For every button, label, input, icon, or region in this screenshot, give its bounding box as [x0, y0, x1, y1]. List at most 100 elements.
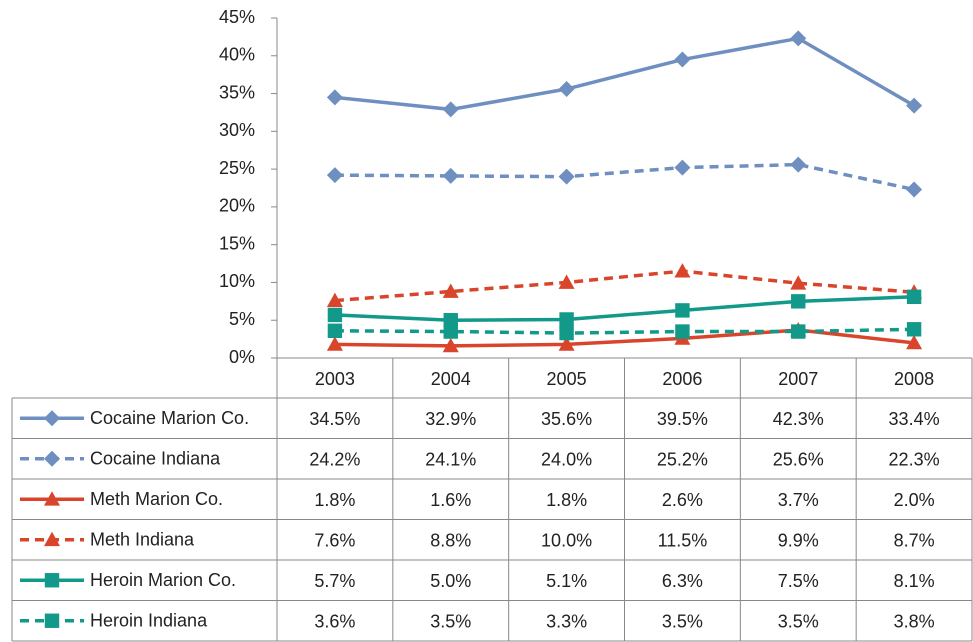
marker [443, 324, 458, 339]
legend-label: Meth Indiana [90, 530, 195, 550]
marker [790, 156, 807, 173]
value-label: 24.1% [425, 450, 476, 470]
value-label: 8.7% [894, 531, 935, 551]
legend-marker [44, 491, 60, 506]
series-line [334, 327, 915, 335]
marker [558, 81, 575, 98]
value-label: 42.3% [773, 409, 824, 429]
y-tick-label: 25% [219, 158, 255, 178]
value-label: 35.6% [541, 409, 592, 429]
value-label: 6.3% [662, 571, 703, 591]
value-label: 7.6% [314, 531, 355, 551]
value-label: 3.3% [546, 612, 587, 632]
legend-marker [44, 613, 60, 628]
marker [326, 292, 343, 307]
marker [790, 30, 807, 47]
marker [791, 294, 806, 309]
marker [675, 303, 690, 318]
marker [442, 167, 459, 184]
x-tick-label: 2003 [315, 369, 355, 389]
legend-label: Cocaine Marion Co. [90, 408, 249, 428]
legend-label: Cocaine Indiana [90, 449, 221, 469]
marker [906, 97, 923, 114]
marker [674, 51, 691, 68]
marker [674, 159, 691, 176]
value-label: 33.4% [889, 409, 940, 429]
marker [674, 263, 691, 278]
value-label: 34.5% [309, 409, 360, 429]
marker [442, 101, 459, 118]
series-line [334, 269, 915, 303]
legend-marker [44, 450, 60, 467]
series-line [334, 162, 915, 192]
value-label: 2.6% [662, 490, 703, 510]
marker [906, 322, 922, 337]
marker [558, 274, 575, 289]
y-tick-label: 40% [219, 45, 255, 65]
marker [558, 336, 575, 351]
marker [327, 307, 343, 323]
value-label: 11.5% [658, 531, 708, 551]
value-label: 3.5% [430, 612, 471, 632]
x-tick-label: 2007 [778, 369, 818, 389]
series-line [334, 295, 915, 322]
y-tick-label: 15% [219, 233, 255, 253]
value-label: 3.5% [778, 612, 819, 632]
marker [326, 167, 343, 184]
marker [906, 334, 923, 350]
value-label: 10.0% [541, 531, 592, 551]
legend-label: Heroin Indiana [90, 611, 208, 631]
value-label: 3.7% [778, 490, 819, 510]
marker [906, 289, 922, 304]
marker [326, 336, 343, 351]
value-label: 1.8% [546, 490, 587, 510]
value-label: 8.8% [430, 531, 471, 551]
y-tick-label: 10% [219, 271, 255, 291]
value-label: 5.1% [546, 571, 587, 591]
value-label: 5.0% [430, 571, 471, 591]
y-tick-label: 30% [219, 120, 255, 140]
value-label: 1.8% [314, 490, 355, 510]
y-tick-label: 20% [219, 196, 255, 216]
y-tick-label: 35% [219, 82, 255, 102]
value-label: 24.0% [541, 450, 592, 470]
value-label: 7.5% [778, 571, 819, 591]
y-tick-label: 0% [229, 347, 255, 367]
value-label: 2.0% [894, 490, 935, 510]
value-label: 5.7% [314, 571, 355, 591]
legend-marker [44, 531, 60, 547]
legend-marker [44, 410, 60, 427]
y-tick-label: 45% [219, 7, 255, 27]
y-tick-label: 5% [229, 309, 255, 329]
value-label: 32.9% [425, 409, 476, 429]
value-label: 22.3% [889, 450, 940, 470]
x-tick-label: 2006 [662, 369, 702, 389]
x-tick-label: 2008 [894, 369, 934, 389]
legend-label: Meth Marion Co. [90, 489, 223, 509]
marker [906, 181, 923, 198]
value-label: 39.5% [657, 409, 708, 429]
series-line [334, 36, 915, 112]
marker [791, 324, 806, 339]
legend-label: Heroin Marion Co. [90, 570, 236, 590]
marker [675, 324, 690, 339]
marker [559, 312, 574, 327]
value-label: 3.8% [894, 612, 935, 632]
marker [790, 275, 807, 290]
marker [327, 323, 343, 338]
marker [442, 283, 459, 298]
legend-marker [44, 573, 60, 588]
value-label: 25.6% [773, 450, 824, 470]
marker [443, 313, 458, 328]
x-tick-label: 2005 [547, 369, 587, 389]
marker [326, 89, 343, 106]
value-label: 1.6% [430, 490, 471, 510]
value-label: 3.6% [314, 612, 355, 632]
marker [558, 168, 575, 185]
x-tick-label: 2004 [431, 369, 471, 389]
value-label: 3.5% [662, 612, 703, 632]
marker [559, 325, 574, 341]
value-label: 24.2% [309, 450, 360, 470]
